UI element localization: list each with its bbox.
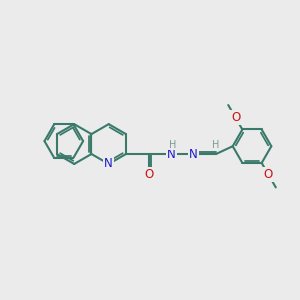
Text: O: O bbox=[264, 168, 273, 181]
Text: O: O bbox=[145, 168, 154, 181]
Text: N: N bbox=[189, 148, 198, 160]
Text: N: N bbox=[104, 158, 113, 170]
Text: H: H bbox=[212, 140, 220, 150]
Text: H: H bbox=[169, 140, 176, 149]
Text: N: N bbox=[167, 148, 176, 160]
Text: O: O bbox=[231, 111, 240, 124]
